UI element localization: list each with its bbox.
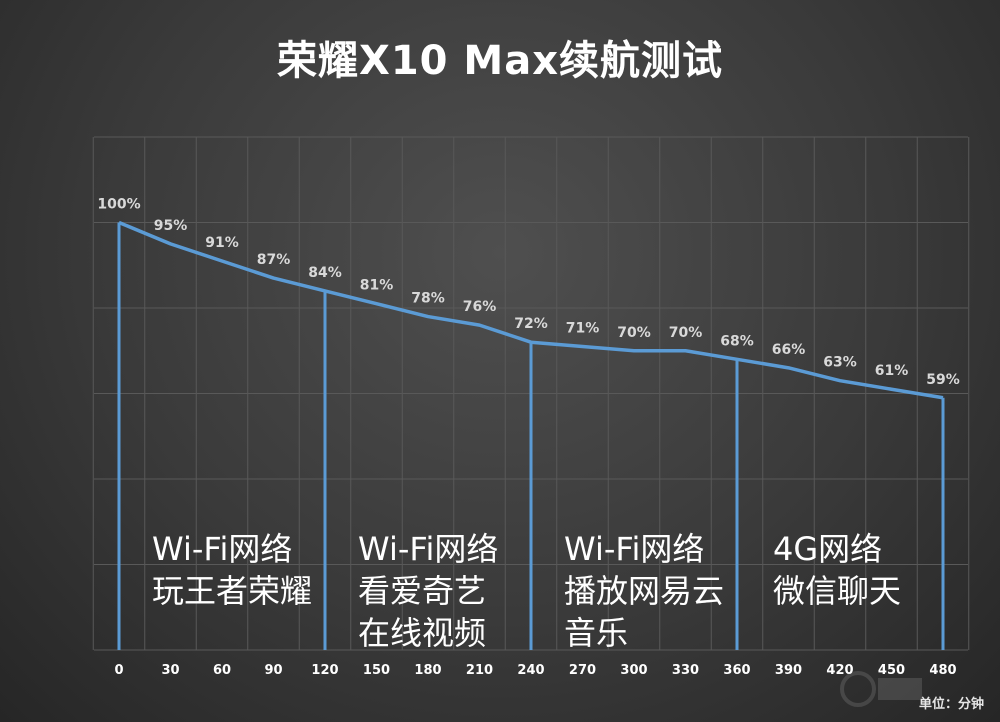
- unit-label: 单位：分钟: [918, 697, 984, 712]
- segment-description-line: Wi-Fi网络: [152, 530, 292, 568]
- segment-markers: [117, 222, 945, 650]
- data-label: 61%: [875, 363, 909, 379]
- series-line: [118, 220, 944, 400]
- segment-description-line: Wi-Fi网络: [358, 530, 498, 568]
- x-tick-label: 330: [672, 663, 699, 678]
- segment-descriptions: Wi-Fi网络玩王者荣耀Wi-Fi网络看爱奇艺在线视频Wi-Fi网络播放网易云音…: [152, 530, 901, 652]
- x-tick-label: 360: [723, 663, 750, 678]
- data-labels: 100% 95% 91% 87% 84% 81% 78% 76% 72% 71% 70% 70% 68%…: [97, 197, 959, 388]
- watermark-logo: [840, 671, 922, 707]
- x-tick-label: 0: [114, 663, 123, 678]
- data-label: 78%: [411, 291, 445, 307]
- x-tick-label: 120: [311, 663, 338, 678]
- data-label: 63%: [823, 355, 857, 371]
- segment-description-line: 玩王者荣耀: [152, 572, 312, 610]
- data-label: 59%: [926, 372, 960, 388]
- segment-description-line: Wi-Fi网络: [564, 530, 704, 568]
- x-tick-label: 270: [569, 663, 596, 678]
- data-label: 100%: [97, 197, 140, 213]
- data-label: 91%: [205, 235, 239, 251]
- segment-description-line: 播放网易云: [564, 572, 724, 610]
- data-label: 70%: [669, 325, 703, 341]
- segment-description-line: 4G网络: [773, 530, 882, 568]
- chart-title: 荣耀X10 Max续航测试: [276, 38, 724, 84]
- x-tick-label: 450: [878, 663, 905, 678]
- grid-lines: [92, 136, 970, 651]
- segment-description-line: 音乐: [564, 614, 628, 652]
- data-label: 66%: [772, 342, 806, 358]
- x-tick-label: 30: [161, 663, 179, 678]
- data-label: 84%: [308, 265, 342, 281]
- x-tick-label: 240: [517, 663, 544, 678]
- data-label: 95%: [154, 218, 188, 234]
- series-line-path: [118, 220, 944, 400]
- segment-description-line: 看爱奇艺: [358, 572, 486, 610]
- data-label: 68%: [720, 333, 754, 349]
- data-label: 72%: [514, 316, 548, 332]
- x-tick-label: 210: [466, 663, 493, 678]
- x-tick-labels: 0 30 60 90 120 150 180 210 240 270 300 330 360 390 420…: [114, 663, 956, 678]
- segment-description-line: 微信聊天: [773, 572, 901, 610]
- x-tick-label: 300: [620, 663, 647, 678]
- x-tick-label: 420: [826, 663, 853, 678]
- data-label: 70%: [617, 325, 651, 341]
- data-label: 71%: [566, 320, 600, 336]
- x-tick-label: 180: [414, 663, 441, 678]
- segment-description-line: 在线视频: [358, 614, 486, 652]
- data-label: 87%: [257, 252, 291, 268]
- x-tick-label: 480: [929, 663, 956, 678]
- data-label: 81%: [360, 278, 394, 294]
- x-tick-label: 60: [213, 663, 231, 678]
- x-tick-label: 390: [775, 663, 802, 678]
- x-tick-label: 150: [363, 663, 390, 678]
- data-label: 76%: [463, 299, 497, 315]
- x-tick-label: 90: [264, 663, 282, 678]
